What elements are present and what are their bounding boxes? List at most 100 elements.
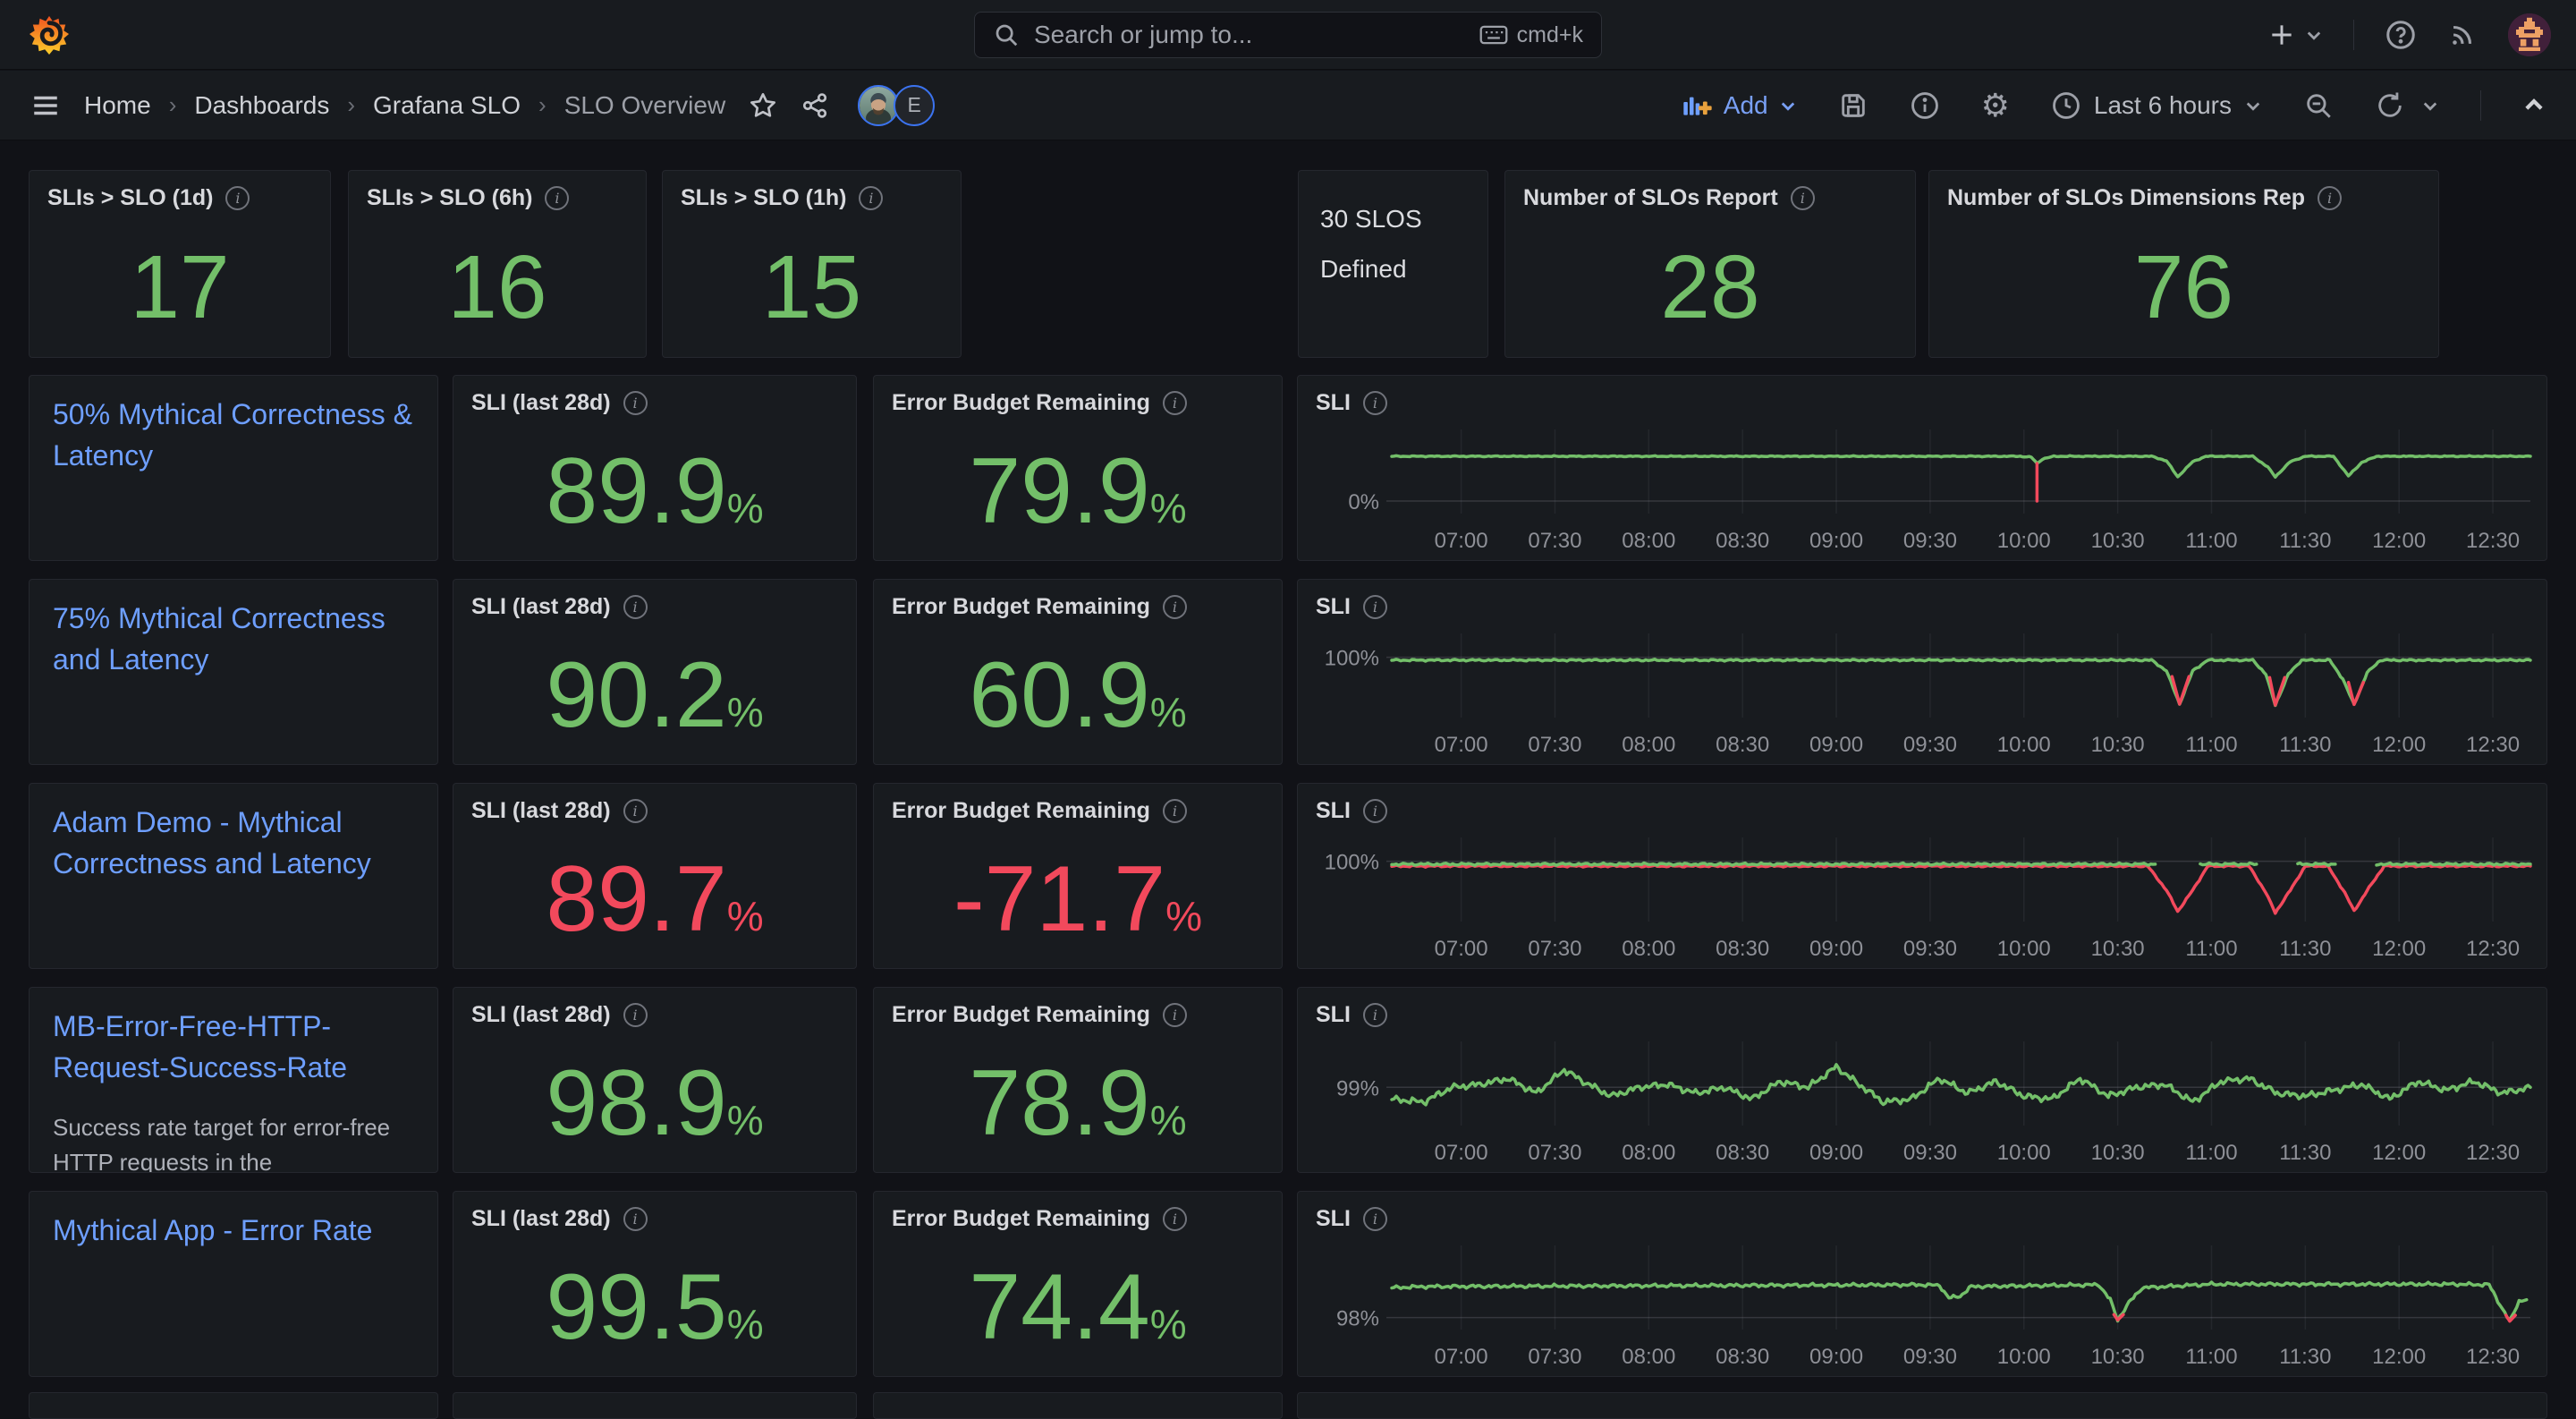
sli-chart[interactable]: 07:00 07:30 08:00 08:30 09:00 09:30 10:00 10:30…: [1298, 988, 2546, 1172]
slo-name-panel: 75% Mythical Correctness and Latency: [29, 579, 438, 765]
sli-value: 89.9: [546, 439, 727, 543]
panel-title: SLIs > SLO (6h): [367, 185, 533, 210]
breadcrumb-separator: ›: [347, 91, 356, 118]
svg-text:08:00: 08:00: [1622, 529, 1675, 553]
svg-text:08:30: 08:30: [1716, 733, 1769, 757]
info-icon[interactable]: i: [1362, 595, 1387, 619]
info-icon[interactable]: i: [1362, 1003, 1387, 1027]
info-icon[interactable]: i: [1162, 1207, 1187, 1231]
svg-text:11:30: 11:30: [2279, 1141, 2331, 1165]
svg-text:07:00: 07:00: [1435, 1141, 1488, 1165]
share-button[interactable]: [801, 91, 829, 120]
info-icon[interactable]: i: [623, 1003, 648, 1027]
avatar-photo: [860, 86, 898, 124]
refresh-button[interactable]: [2375, 90, 2405, 121]
svg-text:09:30: 09:30: [1903, 733, 1957, 757]
svg-text:08:00: 08:00: [1622, 937, 1675, 961]
save-dashboard-button[interactable]: [1838, 90, 1868, 121]
time-range-label: Last 6 hours: [2093, 90, 2232, 119]
sli-unit: %: [726, 893, 764, 939]
info-icon[interactable]: i: [1362, 1207, 1387, 1231]
favorite-button[interactable]: [749, 91, 777, 120]
svg-text:10:30: 10:30: [2091, 529, 2145, 553]
text-line: Defined: [1320, 255, 1407, 283]
shortcut-hint: cmd+k: [1479, 22, 1583, 48]
svg-text:98%: 98%: [1336, 1307, 1379, 1331]
info-icon[interactable]: i: [225, 186, 250, 210]
sli-chart-panel: SLI i 07:00 07:30 08:00 08:30 09:00 09:30 10:00…: [1297, 1191, 2547, 1377]
text-panel-slos-defined: 30 SLOS Defined: [1298, 170, 1488, 358]
add-panel-button[interactable]: Add: [1681, 91, 1797, 120]
slo-name-link[interactable]: Mythical App - Error Rate: [53, 1214, 373, 1246]
svg-text:10:00: 10:00: [1997, 937, 2051, 961]
zoom-out-time-button[interactable]: [2303, 90, 2334, 121]
info-icon[interactable]: i: [1162, 595, 1187, 619]
slo-name-link[interactable]: 75% Mythical Correctness and Latency: [53, 602, 386, 676]
new-menu-button[interactable]: [2267, 21, 2323, 49]
mega-menu-button[interactable]: [30, 90, 61, 121]
svg-text:11:30: 11:30: [2279, 529, 2331, 553]
breadcrumb-home[interactable]: Home: [84, 90, 151, 119]
collapse-chrome-button[interactable]: [2522, 94, 2546, 117]
user-avatar[interactable]: [2508, 13, 2551, 56]
grafana-logo[interactable]: [29, 14, 70, 55]
info-icon[interactable]: i: [1362, 799, 1387, 823]
svg-text:07:00: 07:00: [1435, 733, 1488, 757]
viewer-avatar-photo[interactable]: [858, 84, 900, 126]
sli-chart[interactable]: 07:00 07:30 08:00 08:30 09:00 09:30 10:00 10:30…: [1298, 784, 2546, 968]
dashboard-insights-button[interactable]: [1910, 90, 1940, 121]
info-icon[interactable]: i: [623, 595, 648, 619]
sli-chart[interactable]: 07:00 07:30 08:00 08:30 09:00 09:30 10:00 10:30…: [1298, 1192, 2546, 1376]
svg-text:07:30: 07:30: [1528, 1345, 1581, 1369]
breadcrumb-dashboards[interactable]: Dashboards: [194, 90, 330, 119]
info-icon[interactable]: i: [1162, 799, 1187, 823]
info-icon[interactable]: i: [623, 391, 648, 415]
info-icon[interactable]: i: [2318, 186, 2343, 210]
svg-text:11:30: 11:30: [2279, 1345, 2331, 1369]
sli-chart[interactable]: 07:00 07:30 08:00 08:30 09:00 09:30 10:00 10:30…: [1298, 580, 2546, 764]
breadcrumb: Home › Dashboards › Grafana SLO › SLO Ov…: [84, 91, 725, 120]
sli-chart[interactable]: 07:00 07:30 08:00 08:30 09:00 09:30 10:00 10:30…: [1298, 376, 2546, 560]
svg-text:10:00: 10:00: [1997, 1141, 2051, 1165]
help-icon: [2386, 21, 2415, 49]
error-budget-value: 60.9: [969, 643, 1150, 747]
svg-text:07:30: 07:30: [1528, 529, 1581, 553]
info-icon[interactable]: i: [1162, 391, 1187, 415]
panel-title: SLI (last 28d): [471, 594, 611, 619]
breadcrumb-folder[interactable]: Grafana SLO: [373, 90, 521, 119]
search-input[interactable]: [1032, 20, 1467, 50]
dashboard-toolbar: Home › Dashboards › Grafana SLO › SLO Ov…: [0, 71, 2576, 140]
info-icon[interactable]: i: [1162, 1003, 1187, 1027]
refresh-icon: [2378, 92, 2402, 117]
slo-description: Success rate target for error-free HTTP …: [53, 1113, 391, 1173]
breadcrumb-separator: ›: [538, 91, 547, 118]
slo-name-link[interactable]: MB-Error-Free-HTTP-Request-Success-Rate: [53, 1010, 348, 1084]
info-icon[interactable]: i: [1790, 186, 1815, 210]
help-button[interactable]: [2385, 19, 2417, 51]
global-search[interactable]: cmd+k: [974, 12, 1602, 58]
error-budget-panel: Error Budget Remaining i 74.4 %: [873, 1191, 1283, 1377]
news-button[interactable]: [2447, 20, 2478, 50]
info-icon[interactable]: i: [623, 1207, 648, 1231]
viewer-avatar-initial[interactable]: E: [894, 84, 936, 126]
info-icon[interactable]: i: [859, 186, 884, 210]
info-icon[interactable]: i: [623, 799, 648, 823]
svg-text:10:30: 10:30: [2091, 1345, 2145, 1369]
svg-text:07:00: 07:00: [1435, 529, 1488, 553]
panel-title: SLI (last 28d): [471, 390, 611, 415]
shortcut-label: cmd+k: [1516, 21, 1583, 47]
slo-name-link[interactable]: 50% Mythical Correctness & Latency: [53, 398, 412, 472]
stat-panel-slos-report: Number of SLOs Report i 28: [1504, 170, 1916, 358]
keyboard-icon: [1479, 25, 1508, 45]
panel-title: SLI (last 28d): [471, 1002, 611, 1027]
slo-name-link[interactable]: Adam Demo - Mythical Correctness and Lat…: [53, 806, 371, 880]
dashboard-settings-button[interactable]: ⚙: [1980, 86, 2010, 123]
time-range-picker[interactable]: Last 6 hours: [2051, 90, 2262, 121]
info-icon[interactable]: i: [545, 186, 570, 210]
sli-value: 89.7: [546, 847, 727, 951]
stat-panel-slis-slo-1d: SLIs > SLO (1d) i 17: [29, 170, 331, 358]
sli-chart-panel: SLI i 07:00 07:30 08:00 08:30 09:00 09:30 10:00…: [1297, 987, 2547, 1173]
info-icon[interactable]: i: [1362, 391, 1387, 415]
rss-icon: [2453, 25, 2472, 45]
refresh-interval-button[interactable]: [2421, 97, 2439, 115]
